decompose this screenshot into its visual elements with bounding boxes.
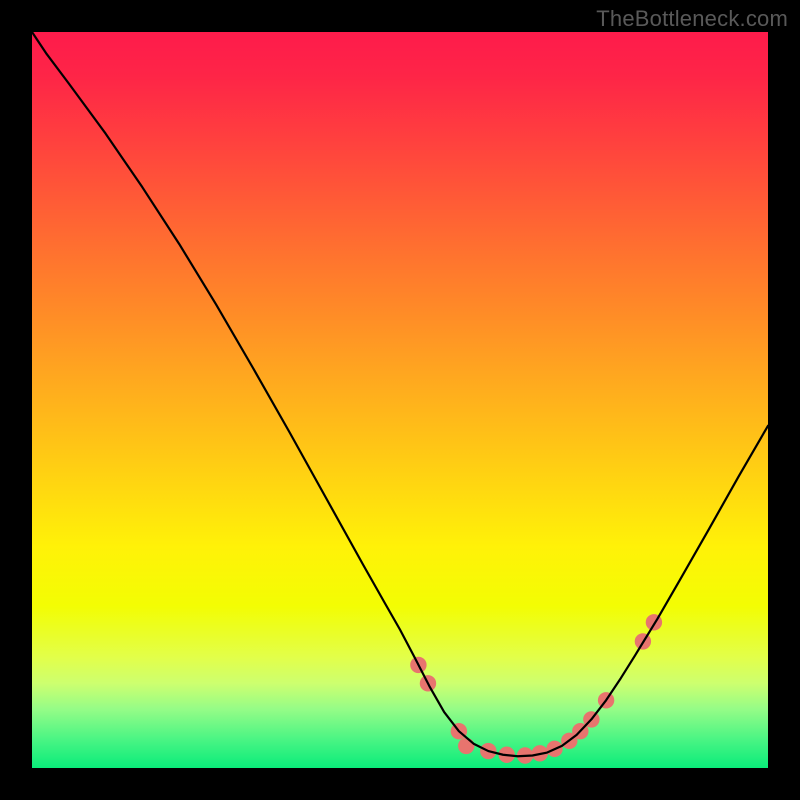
plot-svg bbox=[32, 32, 768, 768]
chart-frame: TheBottleneck.com bbox=[0, 0, 800, 800]
gradient-background bbox=[32, 32, 768, 768]
watermark-text: TheBottleneck.com bbox=[596, 6, 788, 32]
marker-dot bbox=[458, 738, 474, 754]
plot-area bbox=[32, 32, 768, 768]
